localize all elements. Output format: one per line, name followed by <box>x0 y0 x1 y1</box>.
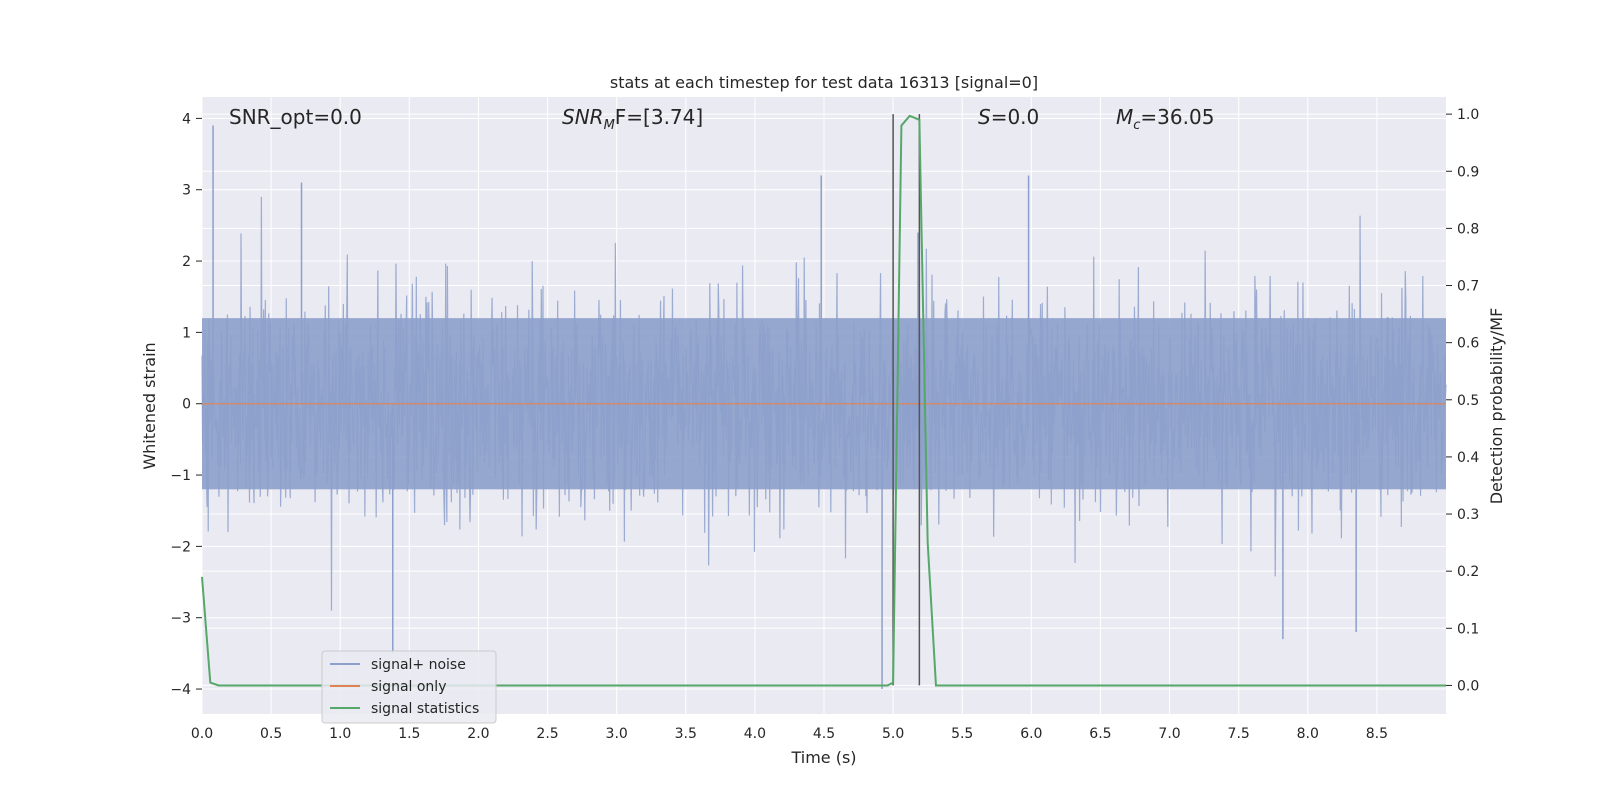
annotation-snr-mf-base: SNR <box>562 105 604 129</box>
annotation-mc: Mc=36.05 <box>1116 105 1214 133</box>
x-tick-label: 3.5 <box>675 726 697 742</box>
x-axis-label: Time (s) <box>790 748 856 767</box>
x-axis-ticks: 0.0 0.5 1.0 1.5 2.0 2.5 3.0 3.5 4.0 4.5 5.0 5.5 6.0 6… <box>191 726 1388 742</box>
left-y-tick-label: −2 <box>170 539 191 555</box>
right-y-tick-label: 0.8 <box>1457 221 1479 237</box>
x-tick-label: 8.0 <box>1297 726 1319 742</box>
x-tick-label: 1.0 <box>329 726 351 742</box>
right-y-tick-label: 0.1 <box>1457 621 1479 637</box>
annotation-s-base: S <box>978 105 991 129</box>
right-y-tick-label: 0.9 <box>1457 164 1479 180</box>
annotation-snr-mf-sub: M <box>604 118 615 133</box>
annotation-mc-base: M <box>1116 105 1133 129</box>
right-y-tick-label: 0.6 <box>1457 336 1479 352</box>
right-y-tick-label: 1.0 <box>1457 107 1479 123</box>
left-y-tick-label: 0 <box>182 397 191 413</box>
x-tick-label: 3.0 <box>606 726 628 742</box>
x-tick-label: 8.5 <box>1366 726 1388 742</box>
legend: signal+ noise signal only signal statist… <box>321 650 497 724</box>
right-y-tick-label: 0.5 <box>1457 393 1479 409</box>
right-y-axis-ticks: 1.0 0.9 0.8 0.7 0.6 0.5 0.4 0.3 0.2 0.1 0.0 <box>1446 107 1479 694</box>
x-tick-label: 5.5 <box>951 726 973 742</box>
legend-label-signal-statistics: signal statistics <box>371 701 479 717</box>
left-y-tick-label: −4 <box>170 682 191 698</box>
annotation-snr-mf: SNRMF=[3.74] <box>562 105 703 133</box>
legend-label-signal-only: signal only <box>371 679 446 695</box>
right-y-tick-label: 0.0 <box>1457 678 1479 694</box>
left-y-axis-label: Whitened strain <box>140 342 159 469</box>
annotation-s-tail: =0.0 <box>991 105 1040 129</box>
left-y-axis-ticks: 4 3 2 1 0 −1 −2 −3 −4 <box>170 111 202 698</box>
annotation-snr-opt: SNR_opt=0.0 <box>229 105 362 129</box>
x-tick-label: 0.0 <box>191 726 213 742</box>
left-y-tick-label: −1 <box>170 468 191 484</box>
vertical-markers <box>892 114 921 686</box>
left-y-tick-label: 2 <box>182 254 191 270</box>
legend-box <box>321 650 497 724</box>
right-y-tick-label: 0.7 <box>1457 279 1479 295</box>
x-tick-label: 6.5 <box>1089 726 1111 742</box>
x-tick-label: 0.5 <box>260 726 282 742</box>
x-tick-label: 4.5 <box>813 726 835 742</box>
x-tick-label: 7.0 <box>1158 726 1180 742</box>
annotation-mc-sub: c <box>1133 118 1140 133</box>
annotation-s: S=0.0 <box>978 105 1039 129</box>
x-tick-label: 5.0 <box>882 726 904 742</box>
left-y-tick-label: 1 <box>182 325 191 341</box>
x-tick-label: 7.5 <box>1228 726 1250 742</box>
annotation-mc-tail: =36.05 <box>1140 105 1214 129</box>
x-tick-label: 4.0 <box>744 726 766 742</box>
legend-label-signal-noise: signal+ noise <box>371 657 466 673</box>
x-tick-label: 2.5 <box>536 726 558 742</box>
chart-title: stats at each timestep for test data 163… <box>610 73 1038 92</box>
right-y-tick-label: 0.3 <box>1457 507 1479 523</box>
annotation-snr-mf-tail: F=[3.74] <box>615 105 703 129</box>
right-y-tick-label: 0.4 <box>1457 450 1479 466</box>
right-y-tick-label: 0.2 <box>1457 564 1479 580</box>
left-y-tick-label: 3 <box>182 183 191 199</box>
left-y-tick-label: 4 <box>182 111 191 127</box>
x-tick-label: 1.5 <box>398 726 420 742</box>
x-tick-label: 2.0 <box>467 726 489 742</box>
x-tick-label: 6.0 <box>1020 726 1042 742</box>
left-y-tick-label: −3 <box>170 611 191 627</box>
right-y-axis-label: Detection probability/MF <box>1487 308 1506 505</box>
